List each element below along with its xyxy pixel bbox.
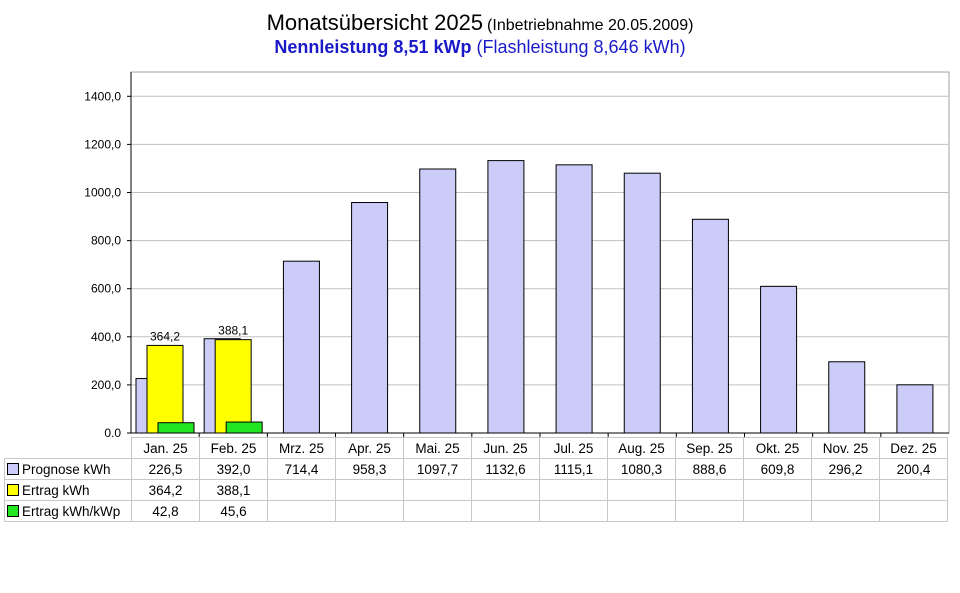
table-value-cell [743,479,812,501]
y-tick-label: 1400,0 [84,89,121,103]
table-row: Ertrag kWh 364,2 388,1 [4,479,948,501]
x-tick-label: Okt. 25 [743,437,812,459]
y-tick-label: 1200,0 [84,137,121,151]
bar-prognose [828,361,866,434]
x-tick-label: Apr. 25 [335,437,404,459]
legend-entry: Ertrag kWh [4,479,132,501]
y-tick-label: 200,0 [91,378,121,392]
x-tick-label: Jun. 25 [471,437,540,459]
x-tick-label: Aug. 25 [607,437,676,459]
table-value-cell [335,500,404,522]
bar-prognose [623,172,661,434]
chart-title-note: (Inbetriebnahme 20.05.2009) [487,17,694,34]
table-value-cell [811,479,880,501]
x-tick-label: Mrz. 25 [267,437,336,459]
table-value-cell [471,479,540,501]
table-value-cell: 1132,6 [471,458,540,480]
table-value-cell: 609,8 [743,458,812,480]
chart-title-line: Monatsübersicht 2025 (Inbetriebnahme 20.0… [0,10,960,36]
table-value-cell [267,500,336,522]
table-value-cell [335,479,404,501]
table-value-cell [607,500,676,522]
table-value-cell: 200,4 [879,458,948,480]
chart-subtitle-line: Nennleistung 8,51 kWp (Flashleistung 8,6… [0,37,960,58]
x-tick-label: Nov. 25 [811,437,880,459]
chart-subtitle-bold: Nennleistung 8,51 kWp [274,37,472,57]
bar-prognose [282,260,320,434]
x-tick-label: Dez. 25 [879,437,948,459]
table-header-row: Jan. 25 Feb. 25 Mrz. 25 Apr. 25 Mai. 25 Jun. … [4,437,948,459]
y-tick-label: 0,0 [104,426,121,437]
bar-chart: 0,0 200,0 400,0 600,0 800,0 1000,0 1200,0 1400,… [84,71,950,437]
table-value-cell [539,479,608,501]
table-value-cell: 1097,7 [403,458,472,480]
y-tick-label: 400,0 [91,330,121,344]
table-value-cell [471,500,540,522]
table-row: Ertrag kWh/kWp 42,8 45,6 [4,500,948,522]
table-value-cell: 364,2 [131,479,200,501]
table-value-cell [607,479,676,501]
bar-prognose [691,218,729,434]
legend-swatch [7,504,19,517]
bar-ertrag-label: 388,1 [218,324,248,338]
legend-entry: Prognose kWh [4,458,132,480]
table-row: Prognose kWh 226,5 392,0 714,4 958,3 1097,7 11… [4,458,948,480]
legend-swatch [7,483,19,496]
table-value-cell [403,479,472,501]
plot-area [130,71,950,434]
x-tick-label: Feb. 25 [199,437,268,459]
y-tick-label: 1000,0 [84,186,121,200]
table-value-cell [267,479,336,501]
table-value-cell: 388,1 [199,479,268,501]
table-value-cell [675,500,744,522]
table-value-cell: 42,8 [131,500,200,522]
table-value-cell [879,479,948,501]
legend-entry: Ertrag kWh/kWp [4,500,132,522]
legend-swatch [7,462,19,475]
data-table: Jan. 25 Feb. 25 Mrz. 25 Apr. 25 Mai. 25 Jun. … [4,437,948,522]
table-value-cell [879,500,948,522]
y-tick-label: 800,0 [91,234,121,248]
table-value-cell [811,500,880,522]
y-tick-label: 600,0 [91,282,121,296]
table-value-cell: 45,6 [199,500,268,522]
legend-label: Ertrag kWh/kWp [22,503,121,519]
table-value-cell [539,500,608,522]
bar-ertrag-label: 364,2 [150,329,180,343]
bar-prognose [487,160,525,434]
bar-prognose [896,384,934,434]
bar-ertrag-kwp [225,421,263,434]
table-value-cell: 714,4 [267,458,336,480]
bar-prognose [351,202,389,434]
bar-prognose [555,164,593,434]
table-value-cell: 1080,3 [607,458,676,480]
table-value-cell: 1115,1 [539,458,608,480]
bar-ertrag-kwp [157,422,195,434]
x-tick-label: Jul. 25 [539,437,608,459]
chart-title: Monatsübersicht 2025 [266,10,484,35]
table-value-cell: 392,0 [199,458,268,480]
bar-prognose [760,285,798,434]
table-value-cell: 888,6 [675,458,744,480]
table-value-cell [675,479,744,501]
table-value-cell [743,500,812,522]
x-tick-label: Mai. 25 [403,437,472,459]
x-tick-label: Sep. 25 [675,437,744,459]
table-corner-cell [4,437,132,459]
legend-label: Ertrag kWh [22,482,90,498]
table-value-cell: 226,5 [131,458,200,480]
table-value-cell [403,500,472,522]
bar-ertrag [146,344,184,434]
table-value-cell: 958,3 [335,458,404,480]
bar-prognose [419,168,457,434]
bar-ertrag [214,339,252,434]
x-tick-label: Jan. 25 [131,437,200,459]
legend-label: Prognose kWh [22,461,111,477]
table-value-cell: 296,2 [811,458,880,480]
chart-subtitle-rest: (Flashleistung 8,646 kWh) [476,37,686,57]
